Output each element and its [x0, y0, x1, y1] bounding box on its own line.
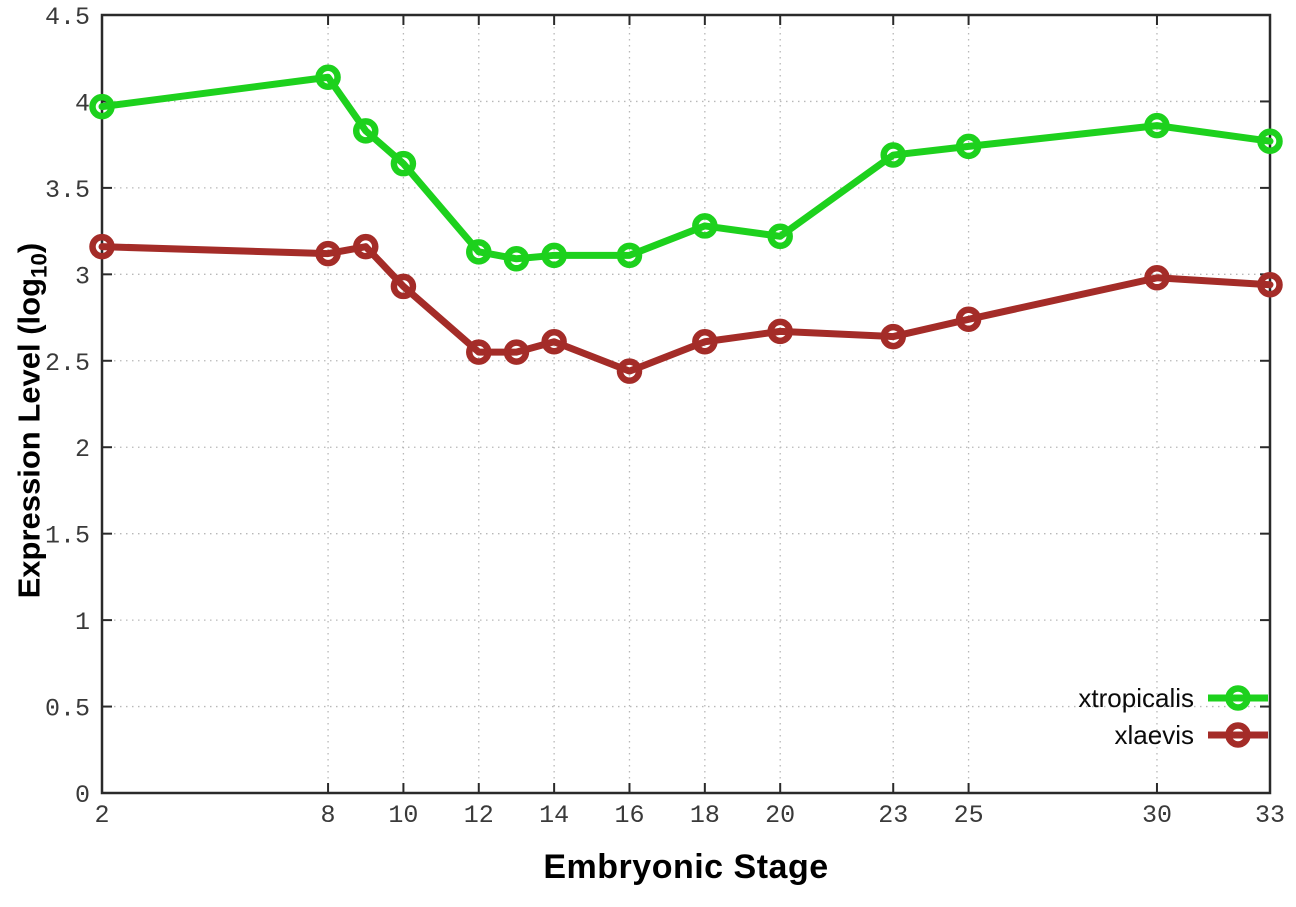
svg-text:16: 16	[614, 801, 644, 830]
legend-label-xtropicalis: xtropicalis	[1078, 682, 1194, 713]
svg-text:2: 2	[75, 435, 90, 464]
svg-text:4.5: 4.5	[45, 3, 90, 32]
svg-text:30: 30	[1142, 801, 1172, 830]
svg-text:1.5: 1.5	[45, 522, 90, 551]
svg-text:23: 23	[878, 801, 908, 830]
svg-text:12: 12	[464, 801, 494, 830]
svg-text:2: 2	[94, 801, 109, 830]
y-axis-title-text: Expression Level (log	[11, 277, 47, 599]
svg-text:18: 18	[690, 801, 720, 830]
svg-text:4: 4	[75, 89, 90, 118]
y-axis-title-subscript: 10	[26, 253, 52, 278]
svg-text:33: 33	[1255, 801, 1285, 830]
y-axis-title: Expression Level (log10)	[11, 211, 52, 631]
y-axis-title-close: )	[11, 242, 47, 254]
x-axis-title: Embryonic Stage	[543, 848, 829, 886]
line-circle-marker-icon	[1208, 685, 1268, 711]
line-circle-marker-icon	[1208, 722, 1268, 748]
svg-text:0.5: 0.5	[45, 695, 90, 724]
svg-text:3.5: 3.5	[45, 176, 90, 205]
svg-text:25: 25	[954, 801, 984, 830]
svg-text:20: 20	[765, 801, 795, 830]
legend-item-xtropicalis: xtropicalis	[1078, 683, 1270, 713]
svg-text:2.5: 2.5	[45, 349, 90, 378]
legend-item-xlaevis: xlaevis	[1078, 720, 1270, 750]
legend: xtropicalis xlaevis	[1078, 683, 1270, 750]
svg-text:1: 1	[75, 608, 90, 637]
svg-text:0: 0	[75, 781, 90, 810]
legend-label-xlaevis: xlaevis	[1114, 719, 1194, 750]
svg-text:8: 8	[321, 801, 336, 830]
svg-text:14: 14	[539, 801, 569, 830]
svg-text:10: 10	[388, 801, 418, 830]
svg-text:3: 3	[75, 262, 90, 291]
